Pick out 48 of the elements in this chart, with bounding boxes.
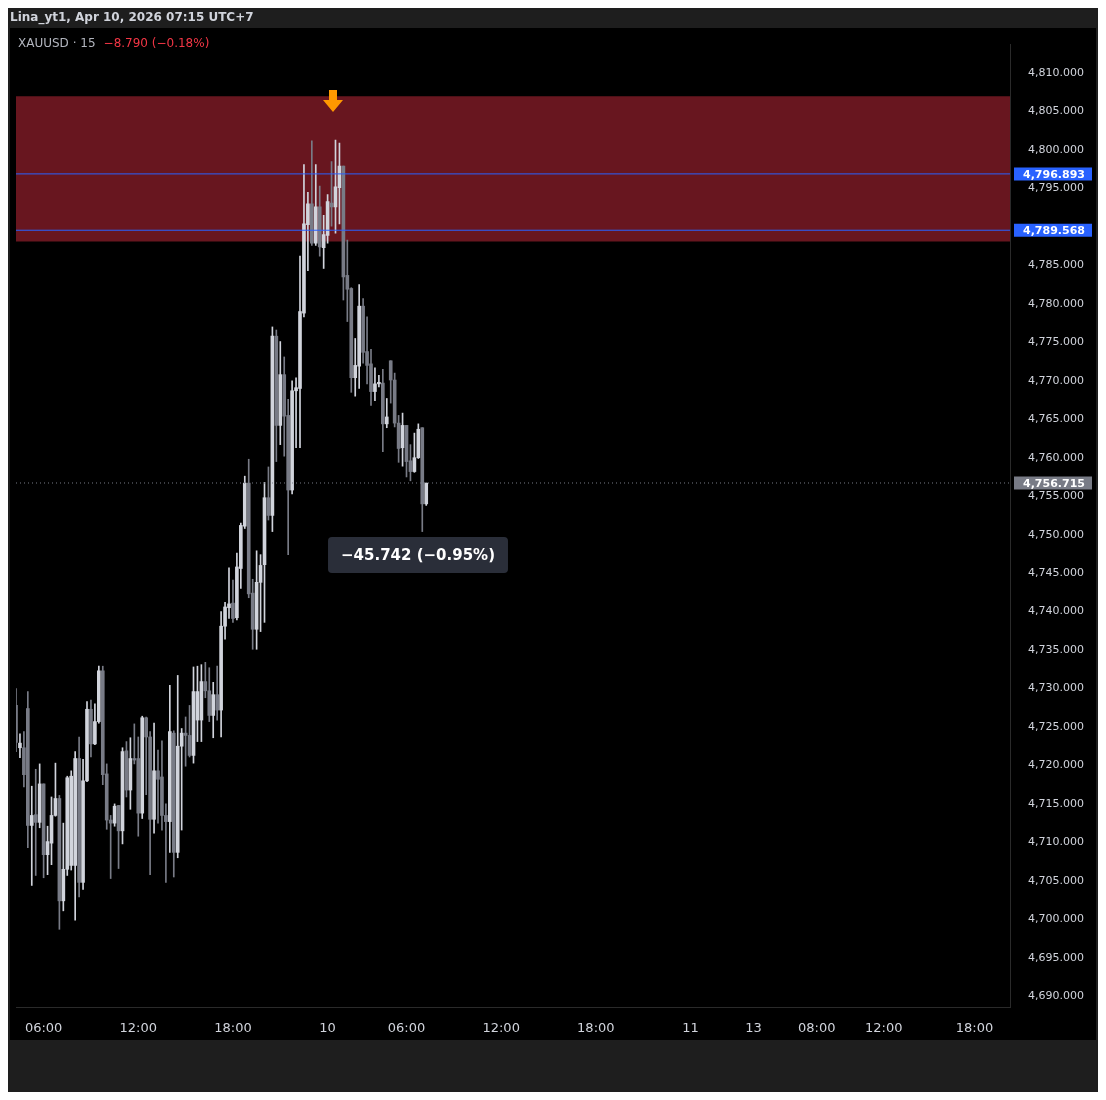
y-tick-label: 4,730.000 (1028, 681, 1084, 695)
x-tick-label: 18:00 (955, 1020, 994, 1036)
y-tick-label: 4,735.000 (1028, 642, 1084, 656)
y-tick-label: 4,745.000 (1028, 565, 1084, 579)
y-tick-label: 4,770.000 (1028, 373, 1084, 387)
y-tick-label: 4,750.000 (1028, 527, 1084, 541)
candlestick (373, 367, 377, 402)
y-tick-label: 4,720.000 (1028, 758, 1084, 772)
x-tick-label: 10 (319, 1020, 336, 1036)
x-tick-label: 11 (682, 1020, 699, 1036)
candlestick (29, 785, 34, 886)
candlestick (384, 398, 389, 429)
candlestick (18, 733, 22, 759)
y-tick-label: 4,795.000 (1028, 181, 1084, 195)
x-tick-label: 18:00 (214, 1020, 252, 1036)
x-tick-label: 12:00 (119, 1020, 158, 1036)
y-tick-label: 4,740.000 (1028, 604, 1084, 618)
ref-line-label: 4,789.568 (1023, 224, 1085, 238)
x-tick-label: 08:00 (797, 1020, 836, 1036)
y-tick-label: 4,710.000 (1028, 835, 1084, 849)
ref-line-label: 4,796.893 (1023, 167, 1085, 181)
x-tick-label: 13 (745, 1020, 762, 1036)
annotation: −45.742 (−0.95%) (341, 545, 495, 564)
y-tick-label: 4,800.000 (1028, 142, 1084, 156)
y-tick-label: 4,760.000 (1028, 450, 1084, 464)
candlestick (33, 768, 38, 876)
y-tick-label: 4,690.000 (1028, 989, 1084, 1003)
x-tick-label: 12:00 (482, 1020, 520, 1036)
chart-subtitle: −8.790 (−0.18%) (103, 36, 210, 50)
y-tick-label: 4,785.000 (1028, 258, 1084, 272)
x-tick-label: 12:00 (865, 1020, 903, 1036)
chart-title: XAUUSD · 15 (18, 36, 96, 50)
y-tick-label: 4,780.000 (1028, 296, 1084, 310)
text: Lina_yt1, Apr 10, 2026 07:15 UTC+7 (10, 10, 254, 24)
y-tick-label: 4,765.000 (1028, 412, 1084, 426)
x-tick-label: 06:00 (24, 1020, 63, 1036)
ref-line-label: 4,756.715 (1023, 476, 1085, 490)
y-tick-label: 4,700.000 (1028, 912, 1084, 926)
y-tick-label: 4,695.000 (1028, 950, 1084, 964)
y-tick-label: 4,715.000 (1028, 796, 1084, 810)
y-tick-label: 4,805.000 (1028, 104, 1084, 118)
x-tick-label: 18:00 (577, 1020, 615, 1036)
y-tick-label: 4,755.000 (1028, 489, 1084, 503)
x-tick-label: 06:00 (387, 1020, 426, 1036)
y-tick-label: 4,810.000 (1028, 65, 1084, 79)
y-tick-label: 4,775.000 (1028, 335, 1084, 349)
y-tick-label: 4,725.000 (1028, 719, 1084, 733)
y-tick-label: 4,705.000 (1028, 873, 1084, 887)
